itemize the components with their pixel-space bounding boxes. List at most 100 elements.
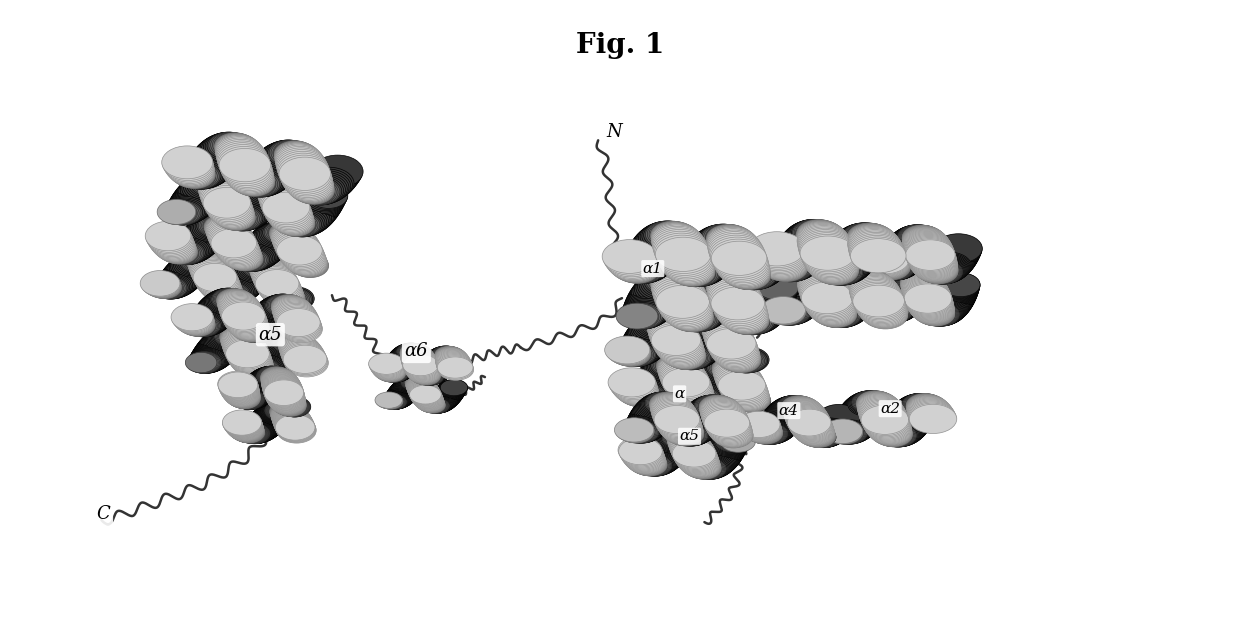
Ellipse shape (823, 241, 878, 275)
Ellipse shape (384, 389, 414, 407)
Ellipse shape (262, 370, 298, 393)
Ellipse shape (806, 428, 837, 447)
Ellipse shape (877, 291, 923, 319)
Ellipse shape (250, 347, 294, 374)
Ellipse shape (708, 278, 759, 309)
Ellipse shape (739, 414, 781, 440)
Ellipse shape (637, 271, 686, 301)
Ellipse shape (260, 367, 293, 388)
Ellipse shape (808, 252, 858, 283)
Ellipse shape (667, 428, 699, 448)
Ellipse shape (226, 415, 263, 440)
Ellipse shape (706, 272, 744, 295)
Ellipse shape (379, 395, 403, 409)
Ellipse shape (649, 353, 688, 378)
Ellipse shape (191, 342, 233, 370)
Ellipse shape (250, 407, 289, 432)
Ellipse shape (231, 421, 264, 443)
Ellipse shape (217, 143, 268, 175)
Ellipse shape (246, 358, 280, 380)
Ellipse shape (675, 414, 719, 441)
Ellipse shape (415, 366, 448, 384)
Ellipse shape (217, 277, 258, 303)
Ellipse shape (780, 274, 830, 305)
Ellipse shape (904, 234, 952, 265)
Ellipse shape (629, 317, 677, 347)
Ellipse shape (255, 340, 299, 368)
Ellipse shape (308, 184, 347, 210)
Ellipse shape (403, 375, 427, 389)
Ellipse shape (171, 253, 212, 280)
Ellipse shape (434, 383, 465, 401)
Ellipse shape (699, 395, 733, 416)
Ellipse shape (875, 297, 916, 322)
Ellipse shape (890, 399, 936, 427)
Ellipse shape (223, 208, 258, 231)
Ellipse shape (221, 327, 259, 352)
Ellipse shape (198, 214, 234, 237)
Ellipse shape (216, 281, 252, 305)
Ellipse shape (888, 229, 935, 258)
Ellipse shape (822, 298, 867, 327)
Ellipse shape (219, 148, 270, 182)
Ellipse shape (813, 301, 857, 327)
Ellipse shape (260, 368, 294, 389)
Ellipse shape (879, 242, 928, 272)
Ellipse shape (831, 276, 882, 307)
Ellipse shape (701, 224, 745, 252)
Ellipse shape (630, 376, 675, 404)
Ellipse shape (174, 162, 216, 188)
Ellipse shape (686, 377, 732, 405)
Ellipse shape (185, 151, 236, 184)
Ellipse shape (181, 222, 226, 251)
Ellipse shape (787, 268, 832, 295)
Ellipse shape (779, 396, 811, 415)
Ellipse shape (228, 196, 274, 226)
Ellipse shape (658, 357, 702, 384)
Ellipse shape (930, 239, 980, 270)
Ellipse shape (717, 345, 760, 371)
Ellipse shape (219, 375, 259, 401)
Ellipse shape (655, 332, 703, 361)
Ellipse shape (707, 226, 755, 255)
Ellipse shape (856, 291, 906, 322)
Ellipse shape (673, 419, 714, 445)
Ellipse shape (239, 423, 270, 444)
Ellipse shape (272, 296, 311, 322)
Ellipse shape (810, 418, 851, 444)
Ellipse shape (260, 367, 294, 389)
Ellipse shape (248, 368, 285, 392)
Ellipse shape (236, 243, 278, 270)
Ellipse shape (161, 240, 197, 264)
Ellipse shape (645, 268, 687, 295)
Ellipse shape (765, 255, 807, 281)
Ellipse shape (405, 376, 434, 393)
Ellipse shape (434, 347, 460, 361)
Ellipse shape (187, 251, 223, 275)
Ellipse shape (216, 140, 265, 172)
Ellipse shape (813, 257, 858, 285)
Ellipse shape (712, 356, 748, 378)
Ellipse shape (433, 384, 465, 402)
Ellipse shape (195, 138, 246, 170)
Ellipse shape (897, 394, 939, 420)
Ellipse shape (273, 227, 316, 255)
Ellipse shape (269, 401, 298, 420)
Ellipse shape (924, 294, 968, 322)
Ellipse shape (923, 296, 967, 324)
Ellipse shape (249, 303, 294, 331)
Ellipse shape (239, 377, 279, 403)
Ellipse shape (651, 270, 697, 299)
Ellipse shape (775, 232, 831, 267)
Ellipse shape (699, 396, 739, 420)
Ellipse shape (176, 179, 223, 210)
Ellipse shape (433, 346, 460, 362)
Ellipse shape (734, 299, 785, 330)
Ellipse shape (782, 397, 821, 422)
Ellipse shape (293, 254, 329, 278)
Ellipse shape (884, 233, 934, 264)
Ellipse shape (797, 226, 851, 259)
Ellipse shape (193, 264, 237, 291)
Ellipse shape (787, 409, 831, 436)
Ellipse shape (697, 225, 744, 254)
